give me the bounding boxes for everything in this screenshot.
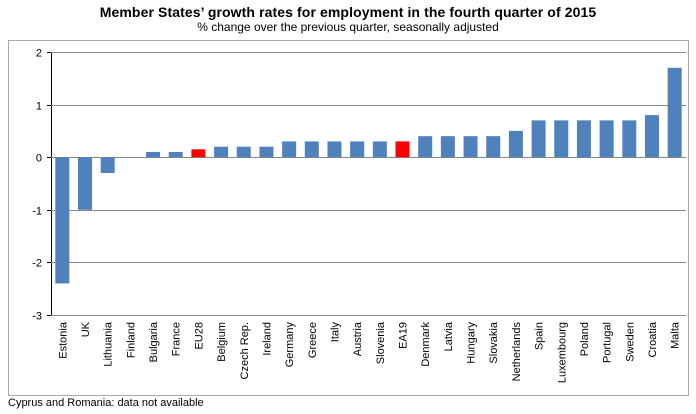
- y-tick-label: -1: [32, 206, 42, 218]
- bar-bulgaria: [146, 151, 161, 158]
- bar-eu28: [191, 149, 206, 158]
- bar-slovenia: [372, 141, 387, 158]
- gridlines: [47, 52, 686, 316]
- chart-frame: [8, 40, 689, 396]
- bars: [55, 67, 682, 284]
- x-tick-label: Belgium: [216, 322, 228, 362]
- x-tick-label: Ireland: [261, 322, 273, 356]
- bar-estonia: [55, 157, 70, 284]
- bar-france: [168, 151, 183, 158]
- x-tick-labels: Estonia UK Lithuania Finland Bulgaria France E…: [57, 321, 681, 383]
- bar-ea19: [395, 141, 410, 158]
- bar-lithuania: [100, 157, 115, 173]
- x-tick-label: Malta: [670, 321, 682, 349]
- x-tick-label: Estonia: [57, 321, 69, 359]
- y-tick-label: -3: [32, 311, 42, 323]
- y-tick-labels: 2 1 0 -1 -2 -3: [32, 48, 42, 323]
- y-tick-label: 0: [36, 153, 42, 165]
- bar-austria: [350, 141, 365, 158]
- bar-luxembourg: [554, 120, 569, 158]
- bar-portugal: [599, 120, 614, 158]
- plot-frame-group: [8, 40, 689, 396]
- y-tick-label: -2: [32, 258, 42, 270]
- x-tick-label: EA19: [398, 322, 410, 349]
- bar-italy: [327, 141, 342, 158]
- x-tick-label: Sweden: [624, 322, 636, 362]
- x-tick-label: Latvia: [443, 321, 455, 351]
- x-tick-label: Poland: [579, 322, 591, 356]
- x-tick-label: Greece: [307, 322, 319, 358]
- bar-belgium: [214, 146, 229, 158]
- bar-slovakia: [486, 136, 501, 158]
- x-tick-label: Luxembourg: [556, 322, 568, 383]
- x-tick-label: Slovenia: [375, 321, 387, 364]
- x-tick-label: Finland: [125, 322, 137, 358]
- x-tick-label: Lithuania: [103, 321, 115, 367]
- y-tick-label: 1: [36, 101, 42, 113]
- bar-uk: [78, 157, 93, 210]
- x-tick-label: EU28: [193, 322, 205, 350]
- x-tick-label: UK: [80, 321, 92, 337]
- x-tick-label: Croatia: [647, 321, 659, 357]
- footnote: Cyprus and Romania: data not available: [8, 397, 204, 409]
- x-tick-label: Austria: [352, 321, 364, 356]
- y-tick-label: 2: [36, 48, 42, 60]
- bar-malta: [667, 67, 682, 158]
- x-tick-label: Germany: [284, 322, 296, 368]
- x-tick-label: Czech Rep.: [239, 322, 251, 379]
- bar-ireland: [259, 146, 274, 158]
- bar-denmark: [418, 136, 433, 158]
- x-tick-label: Portugal: [602, 322, 614, 363]
- bar-hungary: [463, 136, 478, 158]
- chart-subtitle: % change over the previous quarter, seas…: [197, 20, 499, 34]
- bar-germany: [282, 141, 297, 158]
- bar-greece: [304, 141, 319, 158]
- x-tick-label: Netherlands: [511, 322, 523, 382]
- bar-croatia: [644, 115, 659, 158]
- x-tick-label: Spain: [534, 322, 546, 350]
- bar-latvia: [440, 136, 455, 158]
- bar-poland: [576, 120, 591, 158]
- bar-spain: [531, 120, 546, 158]
- x-tick-label: Italy: [329, 322, 341, 343]
- chart-title: Member States’ growth rates for employme…: [99, 4, 597, 20]
- bar-czech-rep: [236, 146, 251, 158]
- bar-netherlands: [508, 130, 523, 158]
- x-tick-label: Bulgaria: [148, 321, 160, 362]
- x-tick-label: Hungary: [466, 322, 478, 364]
- bar-sweden: [622, 120, 637, 158]
- x-tick-label: Denmark: [420, 322, 432, 367]
- x-tick-label: Slovakia: [488, 321, 500, 363]
- x-tick-label: France: [171, 322, 183, 356]
